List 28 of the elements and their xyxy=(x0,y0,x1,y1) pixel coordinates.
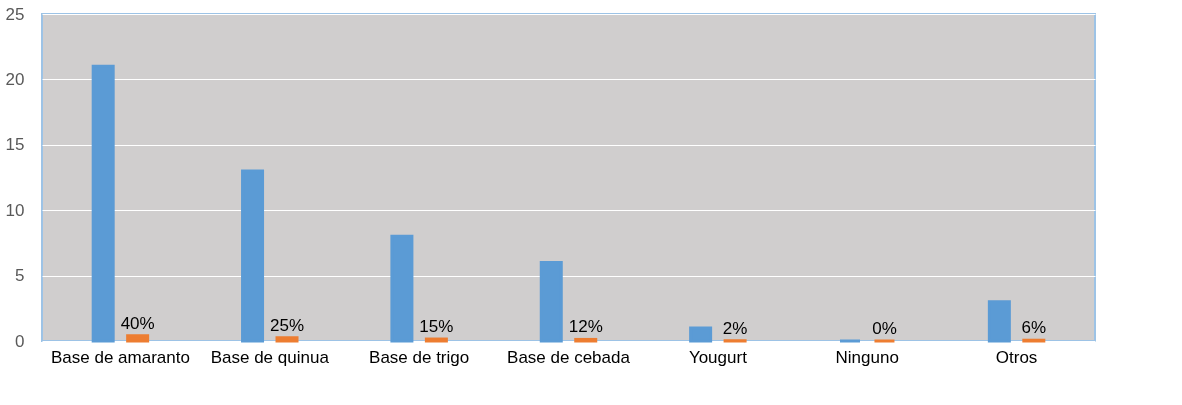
x-tick-label: Otros xyxy=(995,347,1038,367)
bar xyxy=(689,326,713,343)
x-tick-label: Base de trigo xyxy=(369,347,470,367)
x-tick-label: Yougurt xyxy=(688,347,748,367)
data-label: 6% xyxy=(1021,318,1047,338)
y-tick-label: 5 xyxy=(15,266,25,286)
data-label: 40% xyxy=(120,313,155,333)
x-tick-label: Base de amaranto xyxy=(50,347,190,367)
data-label: 2% xyxy=(722,318,748,338)
bar xyxy=(241,169,265,343)
data-label: 25% xyxy=(269,315,305,335)
data-label: 15% xyxy=(419,317,454,337)
bar xyxy=(91,64,115,343)
data-label: 0% xyxy=(872,319,897,338)
y-tick-label: 25 xyxy=(5,4,25,24)
x-tick-label: Base de quinua xyxy=(210,347,330,367)
bar xyxy=(275,336,299,343)
y-tick-label: 0 xyxy=(15,331,25,351)
bar xyxy=(539,261,563,343)
bar xyxy=(390,234,414,343)
y-tick-label: 20 xyxy=(5,69,25,89)
bar xyxy=(126,334,150,343)
data-label: 12% xyxy=(568,317,603,337)
y-tick-label: 10 xyxy=(5,200,25,220)
y-tick-label: 15 xyxy=(5,135,25,155)
bar xyxy=(987,300,1011,343)
x-tick-label: Base de cebada xyxy=(507,347,631,367)
x-tick-label: Ninguno xyxy=(835,347,899,367)
